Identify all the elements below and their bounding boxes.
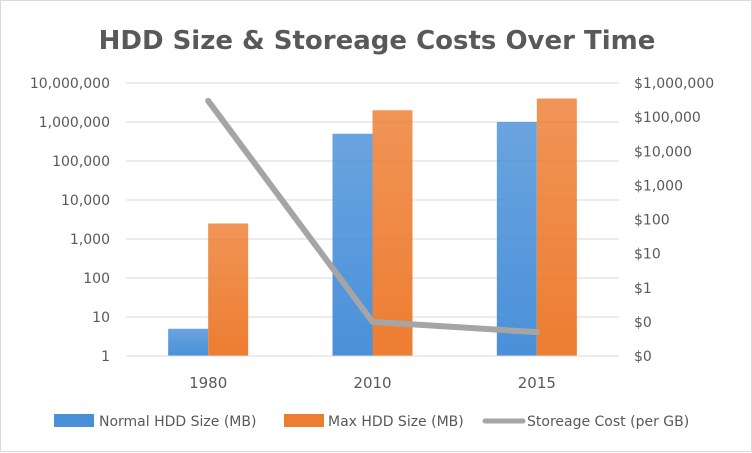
bar-normal-1980 (168, 328, 209, 356)
right-tick-label: $1,000,000 (634, 76, 714, 92)
right-axis-ticks: $0 $0 $1 $10 $100 $1,000 $10,000 $100,000 $1,000… (634, 76, 714, 365)
bar-max-2015 (536, 98, 577, 357)
left-tick-label: 100,000 (52, 154, 110, 170)
right-tick-label: $100,000 (634, 110, 701, 126)
right-tick-label: $100 (634, 213, 670, 229)
bar-normal-2010 (332, 133, 373, 356)
bar-series (168, 98, 577, 357)
legend-label: Max HDD Size (MB) (328, 414, 464, 430)
legend-label: Storeage Cost (per GB) (527, 414, 689, 430)
legend-swatch (54, 414, 94, 427)
left-tick-label: 10,000 (61, 193, 110, 209)
right-tick-label: $1 (634, 281, 652, 297)
left-tick-label: 10,000,000 (30, 76, 110, 92)
legend-swatch (284, 414, 324, 427)
category-label: 2015 (518, 374, 556, 392)
left-tick-label: 10 (92, 310, 110, 326)
bar-normal-2015 (496, 122, 537, 356)
line-series (205, 97, 540, 336)
chart-title: HDD Size & Storeage Costs Over Time (99, 26, 656, 56)
right-tick-label: $10 (634, 247, 661, 263)
left-axis-ticks: 1 10 100 1,000 10,000 100,000 1,000,000 10,000,… (30, 76, 110, 365)
left-tick-label: 1,000 (70, 232, 110, 248)
right-tick-label: $0 (634, 349, 652, 365)
left-tick-label: 1 (101, 349, 110, 365)
category-label: 2010 (353, 374, 391, 392)
legend: Normal HDD Size (MB) Max HDD Size (MB) Sto… (54, 414, 689, 430)
right-tick-label: $1,000 (634, 178, 683, 194)
category-label: 1980 (189, 374, 227, 392)
left-tick-label: 100 (83, 271, 110, 287)
left-tick-label: 1,000,000 (39, 115, 110, 131)
bar-max-2010 (372, 110, 413, 356)
right-tick-label: $0 (634, 315, 652, 331)
right-tick-label: $10,000 (634, 144, 692, 160)
legend-label: Normal HDD Size (MB) (99, 414, 256, 430)
category-labels: 1980 2010 2015 (189, 374, 556, 392)
bar-max-1980 (208, 223, 249, 356)
storage-cost-line (205, 97, 540, 336)
